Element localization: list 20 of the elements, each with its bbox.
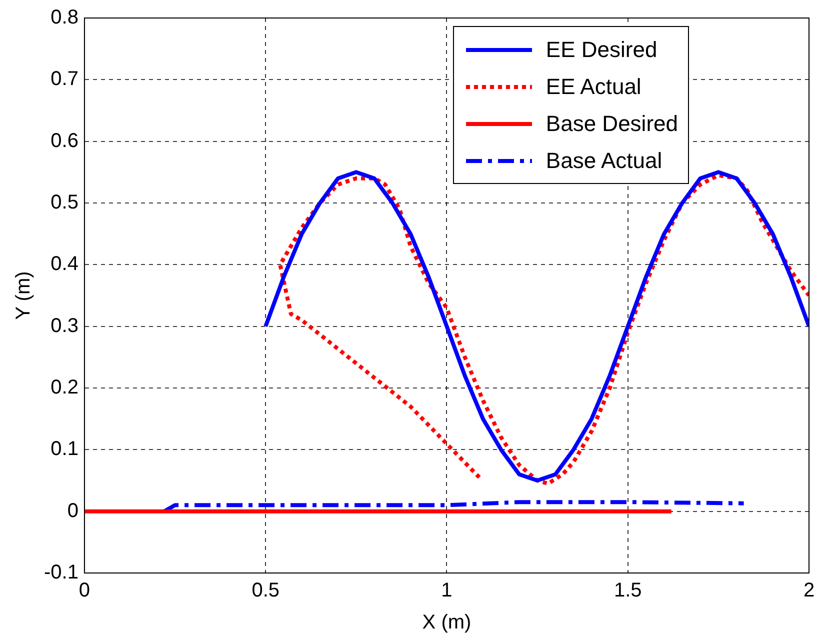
legend-label: Base Desired bbox=[546, 110, 678, 136]
y-tick-label: 0 bbox=[67, 500, 78, 522]
x-tick-label: 2 bbox=[803, 580, 815, 602]
legend-label: EE Desired bbox=[546, 36, 658, 62]
y-tick-label: 0.7 bbox=[50, 68, 78, 90]
x-tick-label: 0.5 bbox=[252, 580, 280, 602]
x-tick-label: 1 bbox=[441, 580, 452, 602]
x-tick-label: 1.5 bbox=[614, 580, 642, 602]
y-tick-label: 0.3 bbox=[50, 314, 78, 337]
x-axis-title: X (m) bbox=[422, 612, 472, 634]
y-tick-label: 0.1 bbox=[50, 438, 78, 460]
y-axis-title: Y (m) bbox=[12, 271, 35, 320]
legend-label: Base Actual bbox=[546, 148, 662, 174]
legend-label: EE Actual bbox=[546, 74, 642, 100]
y-tick-label: 0.8 bbox=[50, 6, 78, 29]
y-tick-label: 0.4 bbox=[50, 253, 78, 276]
y-tick-label: 0.2 bbox=[50, 376, 78, 399]
y-tick-label: 0.6 bbox=[50, 130, 78, 152]
y-tick-label: 0.5 bbox=[50, 192, 78, 214]
y-tick-label: -0.1 bbox=[44, 562, 78, 584]
